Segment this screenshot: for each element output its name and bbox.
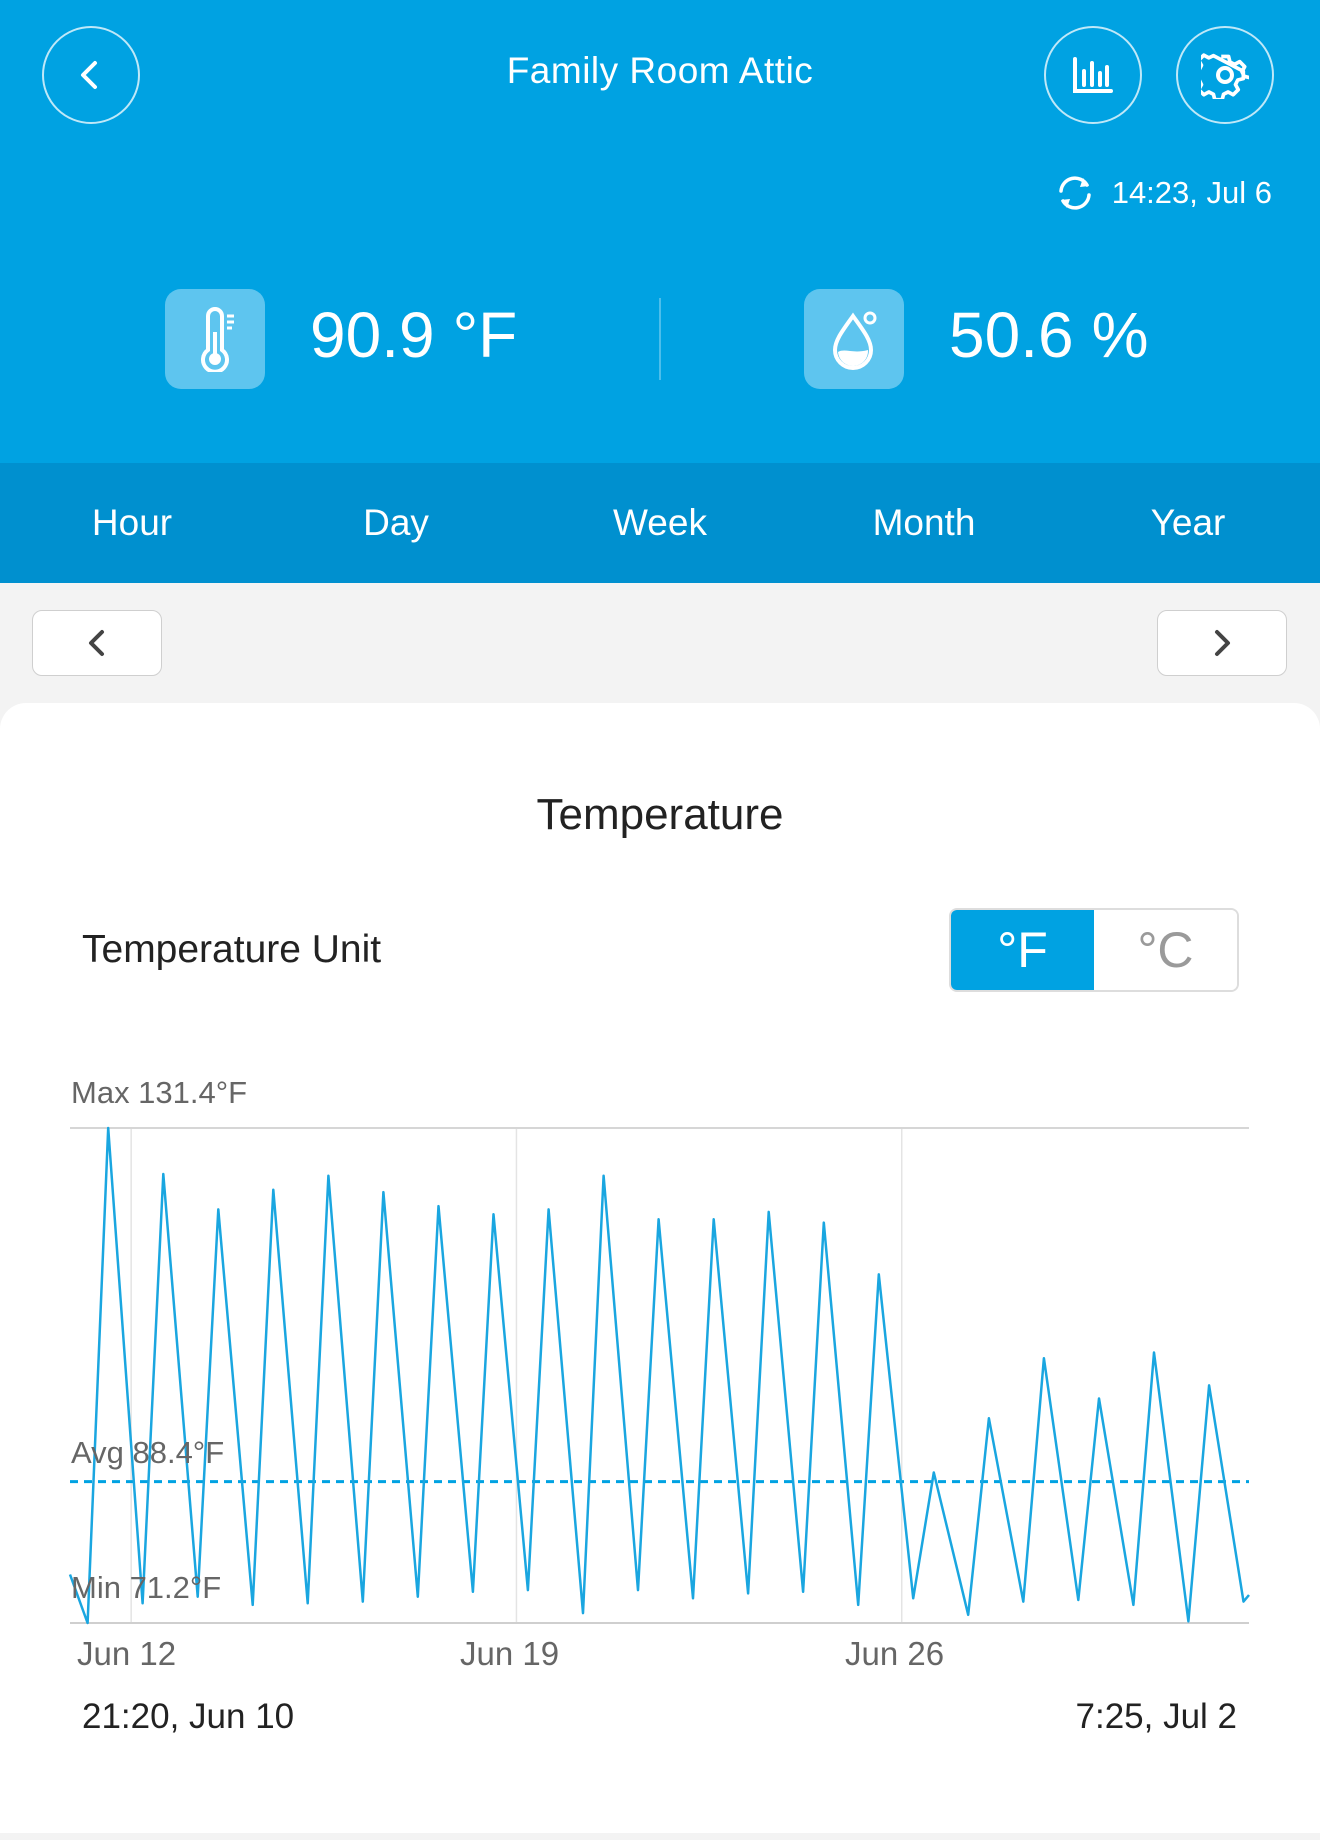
temperature-unit: °F <box>452 299 518 371</box>
temperature-series-line <box>68 1126 1250 1625</box>
range-start: 21:20, Jun 10 <box>82 1697 295 1736</box>
reading-divider <box>659 298 661 380</box>
x-tick-jun-12: Jun 12 <box>77 1635 177 1672</box>
tab-month[interactable]: Month <box>872 502 976 543</box>
tab-year[interactable]: Year <box>1150 502 1226 543</box>
unit-toggle: °F °C <box>949 908 1239 992</box>
thermometer-icon <box>201 307 234 372</box>
gear-icon <box>1201 53 1249 99</box>
history-chart-button[interactable] <box>1044 26 1142 124</box>
temperature-card <box>0 703 1320 1833</box>
sync-time: 14:23, Jul 6 <box>1111 175 1272 210</box>
unit-option-fahrenheit[interactable]: °F <box>951 910 1094 990</box>
humidity-value: 50.6 <box>949 299 1074 371</box>
chevron-left-icon <box>89 630 104 656</box>
page-title: Family Room Attic <box>506 50 814 91</box>
sync-icon[interactable] <box>1056 174 1094 212</box>
next-period-button[interactable] <box>1157 610 1287 676</box>
min-label: Min 71.2°F <box>71 1570 222 1605</box>
back-button[interactable] <box>42 26 140 124</box>
tab-day[interactable]: Day <box>363 502 429 543</box>
max-label: Max 131.4°F <box>71 1075 248 1110</box>
x-tick-jun-26: Jun 26 <box>845 1635 945 1672</box>
avg-label: Avg 88.4°F <box>71 1435 225 1470</box>
humidity-unit: % <box>1091 299 1149 371</box>
humidity-badge <box>804 289 904 389</box>
settings-button[interactable] <box>1176 26 1274 124</box>
x-tick-jun-19: Jun 19 <box>460 1635 560 1672</box>
tab-week[interactable]: Week <box>613 502 707 543</box>
card-title: Temperature <box>536 790 784 839</box>
temperature-chart <box>68 1126 1250 1625</box>
humidity-drop-icon <box>832 311 877 370</box>
temperature-reading: 90.9 °F <box>310 298 517 372</box>
range-end: 7:25, Jul 2 <box>1075 1697 1238 1736</box>
bar-chart-icon <box>1073 57 1113 93</box>
chevron-right-icon <box>1215 630 1230 656</box>
unit-option-celsius[interactable]: °C <box>1094 910 1237 990</box>
header: Family Room Attic 14:23, Jul 6 <box>0 0 1320 463</box>
humidity-reading: 50.6% <box>949 298 1148 372</box>
time-range-tabs: Hour Day Week Month Year <box>0 463 1320 583</box>
temperature-badge <box>165 289 265 389</box>
previous-period-button[interactable] <box>32 610 162 676</box>
chevron-left-icon <box>81 61 97 89</box>
unit-label: Temperature Unit <box>82 928 382 971</box>
tab-hour[interactable]: Hour <box>91 502 173 543</box>
chart-grid <box>130 1128 903 1623</box>
temperature-value: 90.9 <box>310 299 435 371</box>
last-sync: 14:23, Jul 6 <box>1056 174 1272 212</box>
